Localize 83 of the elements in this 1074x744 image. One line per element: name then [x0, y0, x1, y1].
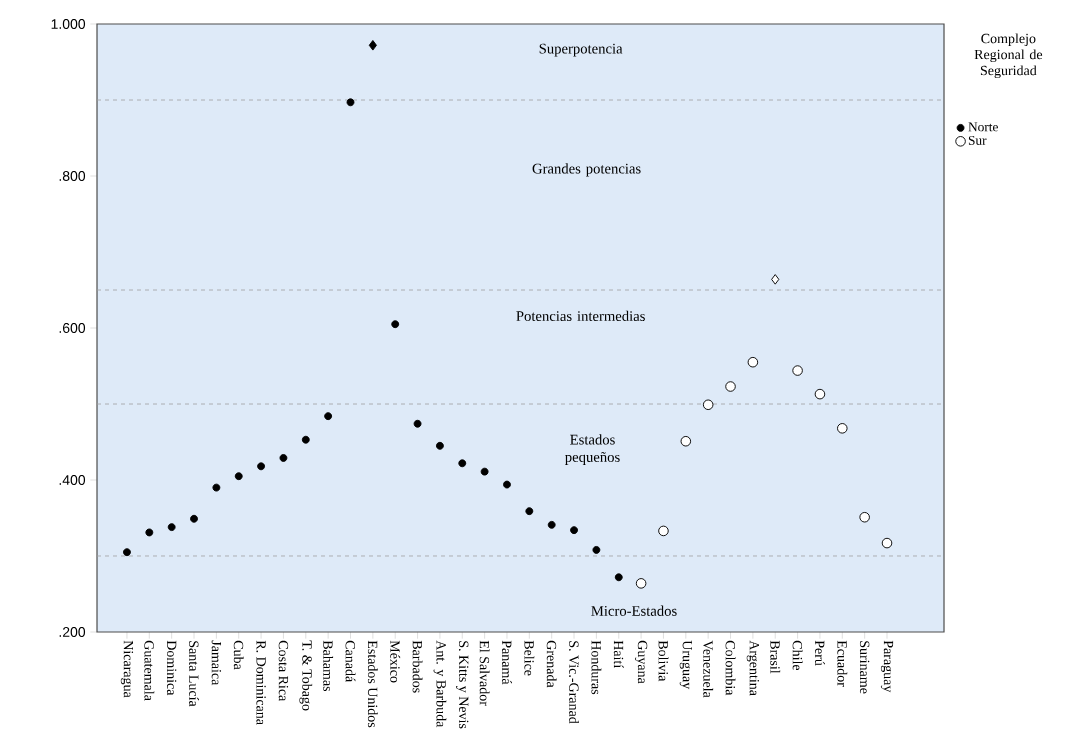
- x-tick-label: Ecuador: [837, 640, 848, 687]
- x-tick-label: S. Vic.-Granad: [569, 641, 579, 724]
- x-tick-label: Nicaragua: [120, 640, 134, 698]
- x-tick-label: Belice: [524, 640, 535, 676]
- point: [881, 537, 893, 549]
- y-tick-label: .600: [59, 323, 86, 333]
- x-tick-label: Bolivia: [658, 640, 669, 682]
- x-tick-label: Guatemala: [144, 640, 155, 701]
- point: [190, 514, 198, 523]
- point: [837, 423, 848, 434]
- point: [792, 365, 803, 376]
- legend-label: Norte: [968, 122, 998, 132]
- x-tick-label: Uruguay: [679, 640, 692, 690]
- x-tick-label: Dominica: [166, 640, 177, 696]
- x-tick-label: Cuba: [233, 640, 244, 670]
- annotation: Micro-Estados: [591, 605, 677, 616]
- point: [725, 381, 736, 392]
- point: [123, 548, 131, 557]
- point: [635, 578, 647, 589]
- x-tick-label: Ant. y Barbuda: [433, 640, 447, 728]
- x-tick-label: Perú: [815, 640, 825, 666]
- x-tick-label: Grenada: [546, 640, 557, 688]
- point: [859, 511, 870, 523]
- x-tick-label: Jamaica: [211, 640, 222, 686]
- point: [324, 412, 333, 421]
- point: [614, 573, 623, 582]
- x-tick-label: Venezuela: [703, 640, 714, 698]
- point: [771, 274, 780, 285]
- point: [458, 459, 467, 468]
- x-tick-label: Argentina: [746, 640, 760, 696]
- x-tick-label: Panamá: [502, 640, 512, 685]
- point: [747, 356, 759, 368]
- point: [480, 467, 489, 476]
- point: [368, 40, 377, 51]
- x-tick-label: T. & Tobago: [299, 640, 313, 711]
- x-tick-label: Colombia: [725, 640, 736, 696]
- point: [680, 435, 692, 447]
- y-tick-label: .800: [59, 171, 86, 181]
- annotation: Superpotencia: [539, 43, 623, 57]
- point: [279, 454, 288, 462]
- legend-label: Sur: [968, 135, 987, 145]
- point: [257, 462, 266, 471]
- x-tick-label: Suriname: [859, 641, 870, 694]
- point: [658, 525, 669, 537]
- point: [702, 399, 714, 411]
- annotation: Estados pequeños: [565, 434, 620, 465]
- x-tick-label: R. Dominicana: [256, 640, 266, 725]
- x-tick-label: Chile: [792, 640, 803, 671]
- point: [814, 388, 826, 400]
- x-tick-label: Haití: [613, 640, 624, 669]
- point: [435, 441, 444, 450]
- point: [503, 480, 511, 489]
- x-tick-label: Canadá: [345, 640, 356, 683]
- point: [234, 472, 243, 481]
- x-tick-label: Barbados: [412, 640, 423, 693]
- point: [212, 483, 221, 492]
- x-tick-label: Costa Rica: [278, 640, 289, 702]
- x-tick-label: Paraguay: [880, 640, 894, 693]
- annotation: Potencias intermedias: [516, 310, 645, 322]
- point: [592, 545, 601, 554]
- x-tick-label: El Salvador: [479, 640, 490, 706]
- x-tick-label: Santa Lucía: [189, 641, 199, 707]
- point: [391, 320, 400, 329]
- point: [167, 523, 176, 532]
- point: [346, 98, 355, 107]
- x-tick-label: Guyana: [634, 640, 648, 684]
- x-tick-label: S. Kitts y Nevis: [456, 641, 469, 729]
- x-tick-label: México: [390, 640, 401, 683]
- x-tick-label: Bahamas: [323, 640, 334, 692]
- y-tick-label: 1.000: [51, 19, 86, 29]
- x-tick-label: Brasil: [770, 640, 781, 674]
- point: [547, 520, 556, 529]
- point: [301, 435, 310, 444]
- point: [525, 507, 534, 516]
- legend-title: Complejo Regional de Seguridad: [974, 33, 1043, 79]
- point: [570, 526, 578, 535]
- y-tick-label: .400: [59, 475, 86, 485]
- point: [145, 528, 154, 537]
- annotation: Grandes potencias: [532, 163, 641, 177]
- point: [413, 419, 422, 428]
- x-tick-label: Estados Unidos: [367, 640, 378, 728]
- x-tick-label: Honduras: [591, 640, 602, 695]
- y-tick-label: .200: [59, 627, 86, 637]
